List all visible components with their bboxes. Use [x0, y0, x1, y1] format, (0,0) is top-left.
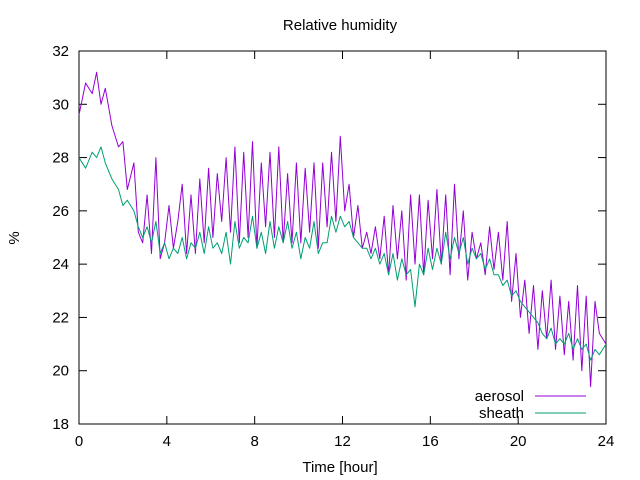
y-axis-label: %: [6, 231, 23, 244]
legend-label-aerosol: aerosol: [475, 388, 524, 405]
x-tick-label: 12: [334, 433, 351, 450]
y-tick-label: 18: [52, 416, 69, 433]
y-tick-label: 26: [52, 203, 69, 220]
series-line-sheath: [78, 146, 607, 361]
x-tick-label: 4: [163, 433, 171, 450]
series-line-aerosol: [78, 71, 607, 388]
y-tick-label: 22: [52, 309, 69, 326]
x-tick-label: 0: [75, 433, 83, 450]
x-tick-label: 24: [598, 433, 615, 450]
legend-label-sheath: sheath: [479, 405, 524, 422]
y-tick-label: 24: [52, 256, 69, 273]
y-tick-label: 20: [52, 363, 69, 380]
x-axis-label: Time [hour]: [302, 459, 377, 476]
chart-title: Relative humidity: [283, 17, 398, 34]
x-tick-label: 8: [250, 433, 258, 450]
y-tick-label: 28: [52, 150, 69, 167]
axes: 0 4 8 12 16 20 24 18 20 22 24 26 28 30 32: [52, 43, 614, 450]
series-layer: [78, 71, 607, 388]
x-tick-label: 20: [510, 433, 527, 450]
x-tick-label: 16: [422, 433, 439, 450]
y-tick-label: 32: [52, 43, 69, 60]
y-tick-label: 30: [52, 96, 69, 113]
